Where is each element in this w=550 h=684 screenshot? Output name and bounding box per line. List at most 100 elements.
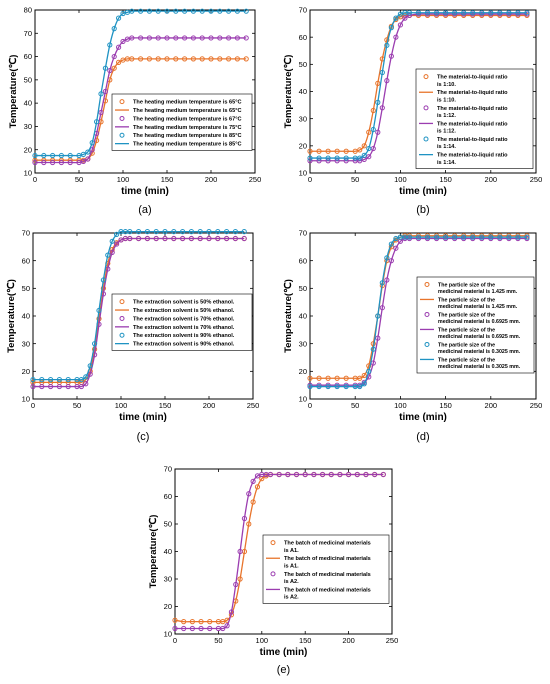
data-point: [224, 235, 230, 242]
data-point: [285, 471, 291, 478]
series-fit-line: [310, 237, 527, 387]
x-tick-label: 0: [33, 175, 37, 184]
y-tick-label: 20: [299, 141, 307, 150]
data-point: [393, 245, 399, 251]
legend-label: The material-to-liquid ratio is 1:10.: [437, 90, 508, 103]
x-axis-label: time (min): [121, 186, 169, 197]
data-point: [197, 235, 203, 242]
x-tick-label: 250: [386, 636, 399, 645]
legend-item: The heating medium temperature is 75°C: [115, 125, 242, 131]
data-point: [190, 35, 196, 41]
data-point: [388, 241, 394, 247]
data-point: [87, 371, 93, 377]
data-point: [357, 155, 363, 161]
data-point: [153, 235, 159, 242]
data-point: [357, 383, 363, 390]
data-point: [116, 59, 122, 65]
data-point: [325, 383, 331, 390]
data-point: [109, 249, 115, 255]
data-point: [311, 471, 317, 478]
y-tick-label: 10: [299, 395, 307, 404]
data-point: [208, 8, 214, 14]
data-point: [384, 255, 390, 261]
chart-panel-5: 0 50 100 150 200 250 10 20 30 40 50 60 70 time (min) T…: [148, 465, 398, 676]
data-point: [146, 8, 152, 14]
y-tick-label: 40: [22, 312, 30, 321]
data-point: [234, 56, 240, 62]
data-point: [92, 341, 98, 347]
x-tick-label: 100: [256, 636, 269, 645]
data-point: [246, 521, 252, 527]
legend-marker: [119, 332, 125, 338]
data-point: [316, 148, 322, 154]
chart-panel-4: 0 50 100 150 200 250 10 20 30 40 50 60 70 time (min) T…: [283, 229, 542, 443]
legend-item: The extraction solvent is 70% ethanol.: [119, 315, 235, 322]
data-point: [352, 148, 358, 154]
legend-label: The extraction solvent is 70% ethanol.: [133, 316, 235, 322]
data-point: [241, 515, 248, 522]
y-axis-label: Temperature(℃): [283, 279, 294, 353]
data-point: [56, 377, 63, 383]
x-tick-label: 250: [249, 175, 262, 184]
data-point: [461, 10, 467, 16]
y-tick-label: 40: [164, 547, 172, 556]
series-fit-line: [32, 237, 245, 388]
data-point: [316, 155, 322, 161]
data-point: [98, 109, 104, 116]
legend-item: The heating medium temperature is 85°C: [115, 142, 242, 148]
data-point: [488, 234, 494, 240]
series-3: [32, 8, 249, 159]
data-point: [89, 140, 95, 146]
legend-label: The particle size of the medicinal materi…: [438, 297, 518, 310]
data-point: [375, 99, 381, 105]
data-point: [363, 471, 369, 478]
data-point: [375, 80, 381, 86]
legend-label: The heating medium temperature is 67°C: [133, 116, 242, 122]
series-fit-line: [309, 236, 527, 388]
legend-marker: [119, 299, 125, 305]
legend-item: The material-to-liquid ratio is 1:12.: [419, 121, 508, 135]
data-point: [172, 617, 178, 623]
data-point: [217, 8, 223, 14]
data-point: [337, 471, 343, 478]
panel-label: (a): [138, 204, 151, 216]
data-point: [198, 619, 204, 625]
data-point: [237, 548, 243, 555]
series-fit-line: [35, 37, 247, 164]
data-point: [232, 229, 238, 235]
data-point: [116, 15, 122, 21]
legend-label: The heating medium temperature is 85°C: [133, 133, 242, 139]
legend-label: The batch of medicinal materials is A1.: [284, 541, 371, 554]
data-point: [182, 35, 188, 41]
legend-marker: [119, 99, 125, 105]
data-point: [226, 56, 232, 62]
data-point: [233, 581, 239, 588]
data-point: [181, 625, 187, 632]
panel-label: (e): [277, 664, 290, 676]
legend-item: The particle size of the medicinal materi…: [424, 281, 518, 295]
y-axis-label: Temperature(℃): [148, 515, 159, 589]
data-point: [80, 151, 87, 157]
legend-marker: [424, 281, 430, 287]
legend-item: The extraction solvent is 50% ethanol.: [119, 299, 235, 306]
data-point: [215, 235, 221, 242]
data-point: [155, 56, 161, 62]
data-point: [243, 8, 249, 14]
legend-item: The heating medium temperature is 65°C: [119, 99, 242, 106]
legend-marker: [424, 341, 430, 347]
data-point: [379, 280, 385, 286]
legend-box: [416, 276, 535, 374]
data-point: [189, 625, 195, 632]
legend-label: The extraction solvent is 90% ethanol.: [133, 342, 235, 348]
data-point: [48, 383, 54, 390]
legend-marker: [119, 132, 125, 138]
data-point: [162, 235, 168, 242]
y-tick-label: 30: [299, 114, 307, 123]
data-point: [393, 235, 399, 242]
data-point: [234, 35, 240, 41]
data-point: [215, 229, 221, 235]
data-point: [41, 152, 47, 159]
data-point: [155, 8, 161, 14]
data-point: [50, 159, 56, 166]
y-tick-label: 50: [22, 284, 30, 293]
